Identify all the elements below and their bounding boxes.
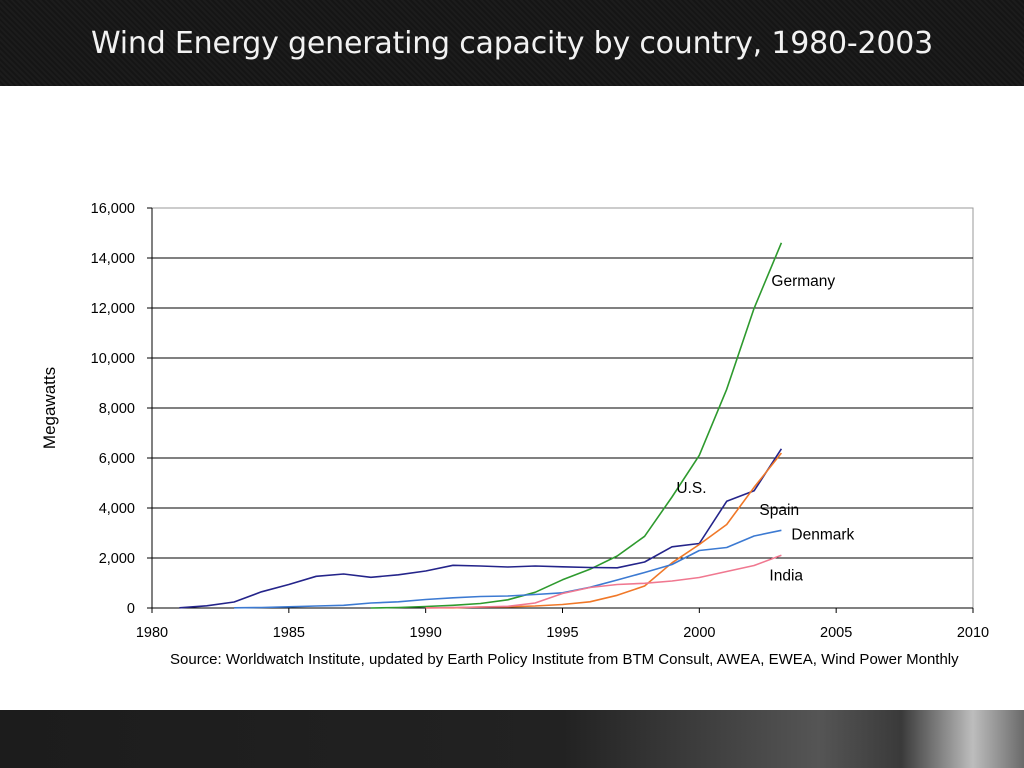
series-label-germany: Germany: [771, 273, 835, 290]
y-tick-label: 0: [127, 601, 135, 617]
y-tick-label: 2,000: [99, 551, 135, 567]
x-tick-label: 1990: [410, 625, 442, 641]
y-tick-label: 14,000: [91, 251, 135, 267]
x-tick-label: 1995: [546, 625, 578, 641]
x-tick-label: 2010: [957, 625, 989, 641]
source-note: Source: Worldwatch Institute, updated by…: [170, 651, 959, 668]
x-tick-label: 2005: [820, 625, 852, 641]
x-tick-label: 2000: [683, 625, 715, 641]
y-tick-label: 12,000: [91, 301, 135, 317]
footer-band: [0, 710, 1024, 768]
series-label-us: U.S.: [676, 480, 706, 497]
series-label-india: India: [769, 567, 803, 584]
series-line-india: [425, 554, 782, 609]
y-tick-label: 8,000: [99, 401, 135, 417]
y-tick-label: 6,000: [99, 451, 135, 467]
y-tick-label: 4,000: [99, 501, 135, 517]
series-line-denmark: [234, 529, 782, 609]
series-label-denmark: Denmark: [791, 526, 854, 543]
title-bar: Wind Energy generating capacity by count…: [0, 0, 1024, 86]
x-tick-label: 1985: [273, 625, 305, 641]
y-tick-label: 10,000: [91, 351, 135, 367]
y-tick-label: 16,000: [91, 201, 135, 217]
y-axis-label: Megawatts: [40, 367, 59, 449]
x-tick-label: 1980: [136, 625, 168, 641]
series-label-spain: Spain: [759, 502, 799, 519]
series-line-us: [179, 448, 783, 609]
slide-title: Wind Energy generating capacity by count…: [90, 26, 934, 61]
series-line-germany: [370, 242, 783, 609]
